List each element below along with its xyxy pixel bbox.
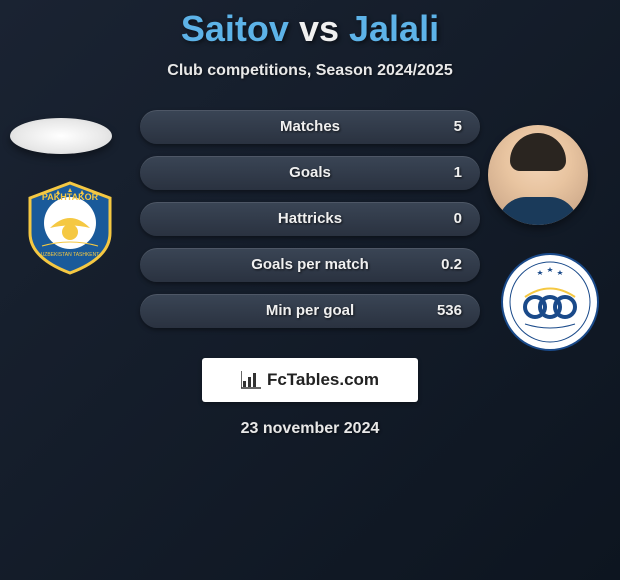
player2-name: Jalali	[349, 8, 439, 49]
stat-label: Min per goal	[266, 294, 354, 328]
stat-value-right: 5	[454, 110, 462, 144]
stat-row-matches: Matches 5	[140, 110, 480, 144]
watermark-text: FcTables.com	[267, 370, 379, 390]
bar-chart-icon	[241, 371, 261, 389]
stat-row-hattricks: Hattricks 0	[140, 202, 480, 236]
subtitle: Club competitions, Season 2024/2025	[0, 62, 620, 80]
vs-separator: vs	[299, 8, 339, 49]
player1-name: Saitov	[181, 8, 289, 49]
stats-container: Matches 5 Goals 1 Hattricks 0 Goals per …	[0, 110, 620, 350]
stat-row-mpg: Min per goal 536	[140, 294, 480, 328]
stat-value-right: 1	[454, 156, 462, 190]
stat-row-goals: Goals 1	[140, 156, 480, 190]
stat-value-right: 0.2	[441, 248, 462, 282]
watermark: FcTables.com	[202, 358, 418, 402]
comparison-title: Saitov vs Jalali	[0, 0, 620, 50]
stat-label: Goals	[289, 156, 331, 190]
stat-label: Goals per match	[251, 248, 369, 282]
stat-label: Hattricks	[278, 202, 342, 236]
stat-value-right: 0	[454, 202, 462, 236]
date: 23 november 2024	[0, 420, 620, 438]
stat-label: Matches	[280, 110, 340, 144]
stat-row-gpm: Goals per match 0.2	[140, 248, 480, 282]
stat-value-right: 536	[437, 294, 462, 328]
